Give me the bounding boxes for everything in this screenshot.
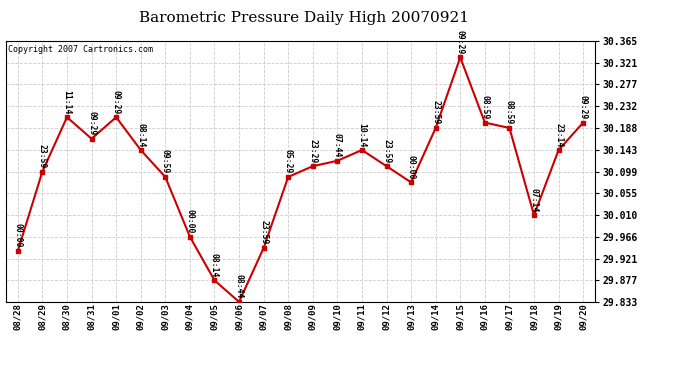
Text: 08:59: 08:59 (505, 100, 514, 125)
Text: 00:00: 00:00 (186, 209, 195, 234)
Text: 23:29: 23:29 (308, 139, 317, 163)
Text: 08:14: 08:14 (136, 123, 145, 147)
Text: 23:14: 23:14 (554, 123, 563, 147)
Text: 07:44: 07:44 (333, 133, 342, 158)
Text: Barometric Pressure Daily High 20070921: Barometric Pressure Daily High 20070921 (139, 11, 469, 25)
Text: 23:59: 23:59 (259, 220, 268, 245)
Text: 11:14: 11:14 (63, 90, 72, 114)
Text: 23:59: 23:59 (382, 139, 391, 163)
Text: 08:44: 08:44 (235, 274, 244, 299)
Text: 23:59: 23:59 (38, 144, 47, 168)
Text: 09:29: 09:29 (87, 111, 96, 136)
Text: 09:29: 09:29 (112, 90, 121, 114)
Text: 09:59: 09:59 (161, 150, 170, 174)
Text: Copyright 2007 Cartronics.com: Copyright 2007 Cartronics.com (8, 45, 153, 54)
Text: 08:59: 08:59 (480, 95, 489, 120)
Text: 07:14: 07:14 (529, 188, 538, 212)
Text: 08:14: 08:14 (210, 253, 219, 277)
Text: 10:14: 10:14 (357, 123, 366, 147)
Text: 09:29: 09:29 (579, 95, 588, 120)
Text: 05:29: 05:29 (284, 150, 293, 174)
Text: 23:59: 23:59 (431, 100, 440, 125)
Text: 00:00: 00:00 (13, 224, 22, 248)
Text: 09:29: 09:29 (456, 30, 465, 54)
Text: 00:00: 00:00 (406, 155, 415, 179)
